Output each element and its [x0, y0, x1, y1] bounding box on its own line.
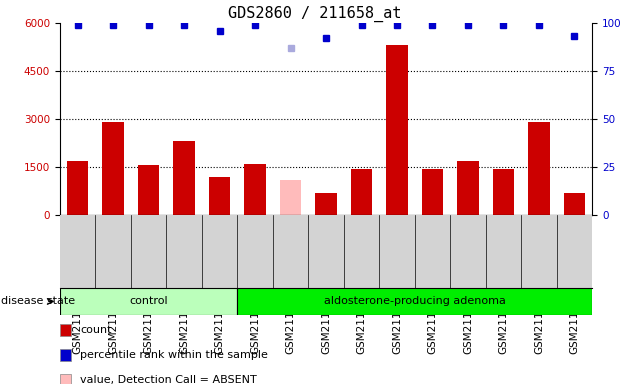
Text: count: count	[80, 325, 112, 335]
Bar	[351, 169, 372, 215]
Bar	[280, 180, 301, 215]
Bar	[386, 45, 408, 215]
Text: GDS2860 / 211658_at: GDS2860 / 211658_at	[228, 6, 402, 22]
Bar	[422, 169, 443, 215]
Bar	[67, 161, 88, 215]
Text: value, Detection Call = ABSENT: value, Detection Call = ABSENT	[80, 375, 257, 384]
Text: aldosterone-producing adenoma: aldosterone-producing adenoma	[324, 296, 506, 306]
Bar	[529, 122, 549, 215]
Bar	[103, 122, 123, 215]
Bar	[138, 166, 159, 215]
Bar	[60, 288, 238, 315]
Text: control: control	[129, 296, 168, 306]
Bar	[238, 288, 592, 315]
Bar	[564, 193, 585, 215]
Bar	[209, 177, 230, 215]
Bar	[173, 141, 195, 215]
Text: disease state: disease state	[1, 296, 76, 306]
Bar	[457, 161, 479, 215]
Text: percentile rank within the sample: percentile rank within the sample	[80, 350, 268, 360]
Bar	[316, 193, 336, 215]
Bar	[493, 169, 514, 215]
Bar	[244, 164, 266, 215]
